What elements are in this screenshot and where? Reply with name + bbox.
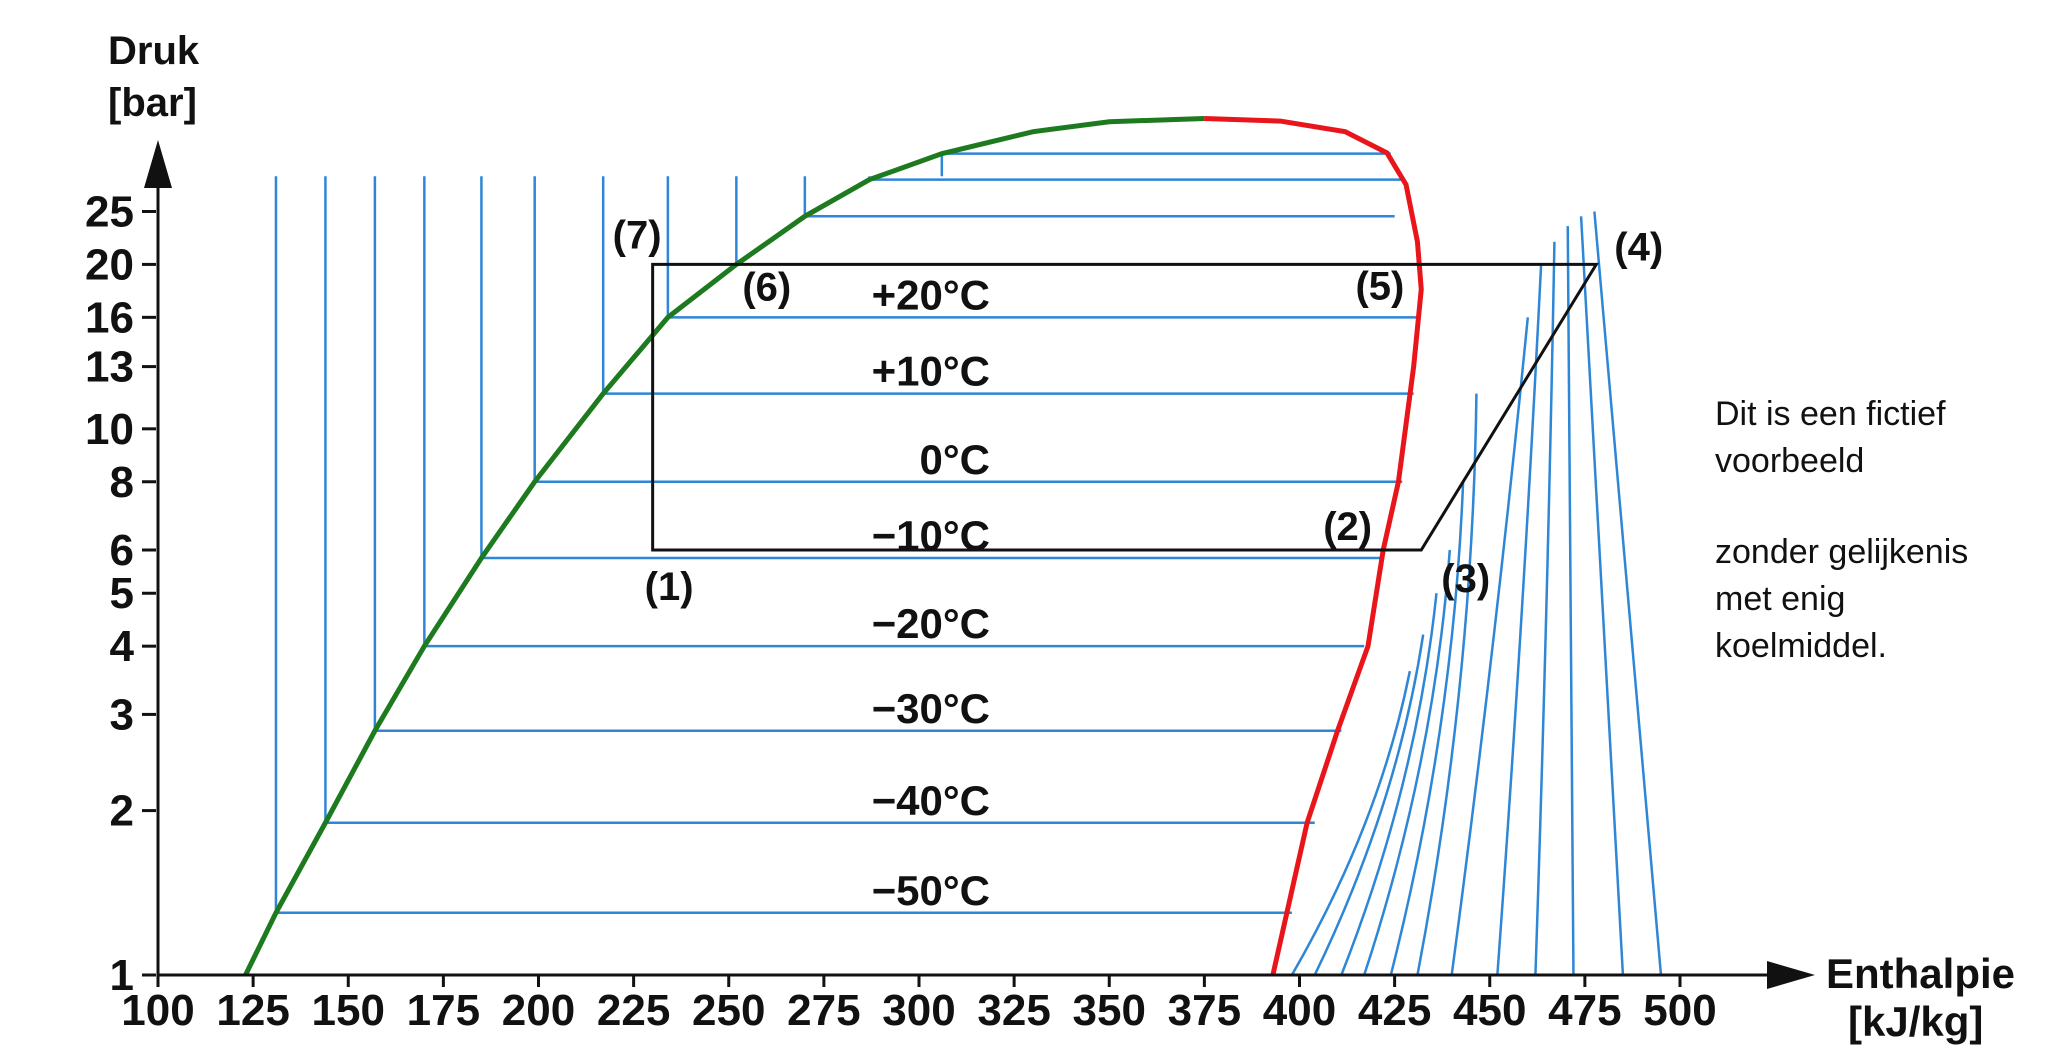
cycle-point-label: (7) — [613, 213, 662, 257]
x-tick-label: 350 — [1073, 986, 1146, 1035]
superheated-isotherm-curve — [1579, 216, 1625, 976]
x-tick-label: 450 — [1453, 986, 1526, 1035]
isotherm-label: −10°C — [872, 512, 990, 559]
y-axis-title-line2: [bar] — [108, 81, 197, 125]
superheated-isotherm-curve — [1313, 634, 1425, 976]
x-tick-label: 225 — [597, 986, 670, 1035]
y-tick-label: 1 — [110, 951, 134, 1000]
cycle-point-label: (5) — [1355, 264, 1404, 308]
y-tick-label: 13 — [85, 343, 134, 392]
note-line-4: met enig — [1715, 580, 1845, 618]
x-tick-label: 100 — [121, 986, 194, 1035]
note-block: Dit is een fictief voorbeeld zonder geli… — [1715, 395, 1968, 665]
x-tick-label: 175 — [407, 986, 480, 1035]
axes-layer: Druk [bar] Enthalpie [kJ/kg] — [108, 29, 2015, 1045]
x-tick-label: 125 — [216, 986, 289, 1035]
superheated-isotherm-curve — [1340, 593, 1438, 976]
y-tick-label: 20 — [85, 240, 134, 289]
isotherm-layer — [275, 152, 1418, 915]
superheated-isotherm-curve — [1593, 211, 1663, 976]
isotherm-label: −30°C — [872, 685, 990, 732]
y-tick-label: 5 — [110, 569, 134, 618]
cycle-point-label: (4) — [1614, 225, 1663, 269]
superheated-isotherm-curve — [1496, 264, 1543, 976]
isotherm-label: −50°C — [872, 867, 990, 914]
y-tick-label: 10 — [85, 405, 134, 454]
superheated-isotherm-curve — [1566, 226, 1575, 976]
grid-layer — [274, 153, 1663, 976]
x-tick-label: 300 — [882, 986, 955, 1035]
cycle-point-label: (1) — [645, 565, 694, 609]
note-line-3: zonder gelijkenis — [1715, 533, 1968, 571]
saturation-curve-layer — [243, 115, 1424, 977]
refrigeration-cycle — [651, 262, 1599, 552]
y-tick-label: 16 — [85, 293, 134, 342]
y-tick-label: 8 — [110, 458, 134, 507]
x-tick-label: 200 — [502, 986, 575, 1035]
cycle-layer — [651, 262, 1599, 552]
tick-layer: 100 125 150 175 200 225 250 275 300 325 350 375 400 4… — [85, 187, 1717, 1035]
x-tick-label: 275 — [787, 986, 860, 1035]
saturated-vapor-curve — [1204, 115, 1424, 976]
x-tick-label: 325 — [977, 986, 1050, 1035]
note-line-2: voorbeeld — [1715, 442, 1864, 480]
y-tick-label: 2 — [110, 787, 134, 836]
x-axis-arrow — [1767, 961, 1815, 989]
x-tick-label: 150 — [312, 986, 385, 1035]
superheated-isotherm-curve — [1290, 670, 1412, 976]
label-layer: +20°C +10°C 0°C −10°C −20°C −30°C −40°C −50°C (1… — [613, 213, 1664, 913]
isotherm-label: 0°C — [920, 436, 991, 483]
saturated-liquid-curve — [243, 115, 1205, 977]
isotherm-label: −20°C — [872, 600, 990, 647]
y-axis-arrow — [144, 140, 172, 188]
x-axis-title-line1: Enthalpie — [1826, 950, 2015, 997]
y-tick-label: 4 — [110, 622, 135, 671]
superheated-isotherm-curve — [1450, 317, 1530, 976]
superheated-isotherm-curve — [1534, 241, 1556, 976]
x-tick-label: 500 — [1643, 986, 1716, 1035]
x-tick-label: 400 — [1263, 986, 1336, 1035]
isotherm-label: +20°C — [872, 271, 990, 318]
y-tick-label: 3 — [110, 690, 134, 739]
x-tick-label: 250 — [692, 986, 765, 1035]
note-line-1: Dit is een fictief — [1715, 395, 1946, 433]
x-axis-title-line2: [kJ/kg] — [1848, 998, 1983, 1045]
superheated-isotherm-curve — [1363, 549, 1452, 976]
cycle-point-label: (3) — [1441, 557, 1490, 601]
isotherm-label: −40°C — [872, 777, 990, 824]
cycle-point-label: (6) — [742, 265, 791, 309]
superheated-isotherm-curve — [1416, 393, 1478, 976]
y-tick-label: 6 — [110, 526, 134, 575]
x-tick-label: 475 — [1548, 986, 1621, 1035]
y-tick-label: 25 — [85, 187, 134, 236]
note-line-5: koelmiddel. — [1715, 627, 1887, 665]
isotherm-label: +10°C — [872, 348, 990, 395]
cycle-point-label: (2) — [1323, 505, 1372, 549]
x-tick-label: 375 — [1168, 986, 1241, 1035]
x-tick-label: 425 — [1358, 986, 1431, 1035]
y-axis-title-line1: Druk — [108, 29, 200, 73]
superheated-isotherm-curve — [1389, 481, 1465, 976]
